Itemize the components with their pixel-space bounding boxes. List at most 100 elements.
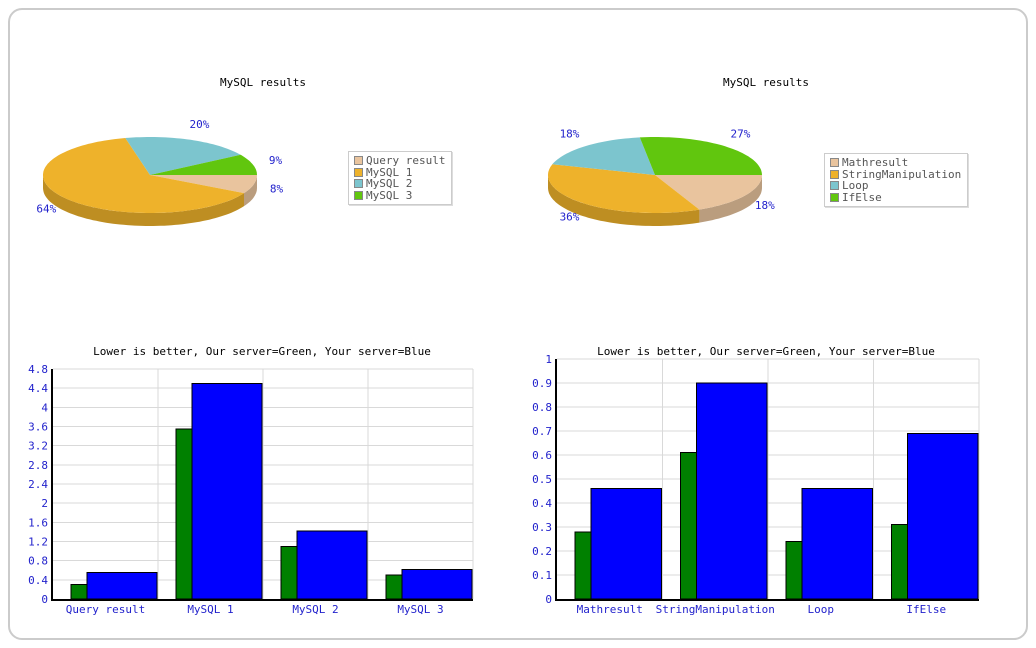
- pie-slice-side: [244, 175, 257, 207]
- y-tick-label: 4: [41, 401, 48, 414]
- pie-slice: [639, 137, 762, 175]
- legend-label: Loop: [842, 179, 869, 192]
- chart-title: Lower is better, Our server=Green, Your …: [93, 345, 431, 358]
- y-tick-label: 4.8: [28, 363, 48, 376]
- x-category-label: StringManipulation: [656, 603, 775, 616]
- bar-graphic: 0 0.4 0.8 1.2 1.6 2 2.4 2.8 3.2 3.6 4 4.4 4.8 Query r…: [28, 363, 474, 616]
- y-tick-label: 0.6: [532, 449, 552, 462]
- y-tick-label: 1: [545, 353, 552, 366]
- legend-item: MySQL 3: [354, 188, 445, 202]
- legend-swatch-icon: [830, 169, 839, 179]
- x-category-label: MySQL 3: [397, 603, 443, 616]
- y-tick-label: 0.4: [28, 574, 48, 587]
- bar-our-server: [891, 524, 908, 600]
- y-tick-label: 4.4: [28, 382, 48, 395]
- bar-our-server: [385, 574, 403, 600]
- bar-graphic: 0 0.1 0.2 0.3 0.4 0.5 0.6 0.7 0.8 0.9 1 Mathresult S…: [532, 353, 980, 616]
- pie-percent-label: 64%: [36, 202, 56, 215]
- y-tick-label: 0: [545, 593, 552, 606]
- pie-graphic: 8% 64% 20% 9%: [36, 118, 284, 226]
- legend-label: Mathresult: [842, 156, 909, 169]
- bar-your-server: [907, 432, 979, 600]
- legend: Mathresult StringManipulation Loop IfElse: [824, 153, 969, 207]
- legend-swatch-icon: [354, 190, 363, 200]
- legend-label: MySQL 3: [366, 188, 413, 202]
- legend-item: MySQL 2: [354, 178, 445, 190]
- y-tick-label: 0.5: [532, 473, 552, 486]
- legend: Query result MySQL 1 MySQL 2 MySQL 3: [348, 151, 453, 205]
- legend-swatch-icon: [830, 192, 839, 202]
- legend-label: IfElse: [842, 190, 882, 204]
- y-tick-label: 0: [41, 593, 48, 606]
- pie-percent-label: 20%: [190, 118, 210, 131]
- x-category-label: IfElse: [906, 603, 946, 616]
- pie-slice: [43, 138, 244, 213]
- bar-our-server: [70, 584, 88, 600]
- pie-slice-side: [699, 175, 762, 223]
- x-category-label: Query result: [66, 603, 145, 616]
- legend-item: Loop: [830, 180, 961, 192]
- legend-label: Query result: [366, 154, 446, 167]
- legend-item: Query result: [354, 155, 445, 167]
- pie-slice: [548, 164, 700, 213]
- pie-graphic: 18% 36% 18% 27%: [548, 127, 775, 226]
- y-tick-label: 0.9: [532, 377, 552, 390]
- bar-our-server: [574, 531, 592, 600]
- pie-percent-label: 18%: [560, 127, 580, 140]
- pie-slice: [150, 175, 257, 194]
- pie-slice-side: [548, 175, 700, 226]
- bar-our-server: [175, 428, 193, 600]
- chart-title: MySQL results: [219, 76, 307, 89]
- x-category-label: Loop: [808, 603, 835, 616]
- pie-percent-label: 27%: [731, 127, 751, 140]
- y-tick-label: 0.4: [532, 497, 552, 510]
- y-tick-label: 0.2: [532, 545, 552, 558]
- legend-item: StringManipulation: [830, 167, 962, 181]
- y-tick-label: 3.2: [28, 440, 48, 453]
- y-tick-label: 3.6: [28, 421, 48, 434]
- bar-your-server: [191, 382, 263, 600]
- pie-slice: [125, 137, 241, 175]
- pie-slice-side: [43, 175, 244, 226]
- legend-label: MySQL 1: [366, 165, 413, 179]
- pie-slice: [655, 175, 762, 210]
- chart-title: MySQL results: [722, 76, 810, 89]
- y-tick-label: 0.8: [532, 401, 552, 414]
- bar-your-server: [801, 488, 873, 600]
- y-tick-label: 0.3: [532, 521, 552, 534]
- y-tick-label: 2: [41, 497, 48, 510]
- x-category-label: Mathresult: [577, 603, 643, 616]
- y-tick-label: 0.7: [532, 425, 552, 438]
- legend-swatch-icon: [830, 181, 839, 191]
- bar-your-server: [401, 568, 473, 600]
- legend-item: Mathresult: [830, 157, 961, 169]
- y-tick-label: 2.4: [28, 478, 48, 491]
- legend-swatch-icon: [354, 179, 363, 189]
- bar-our-server: [280, 545, 298, 600]
- y-tick-label: 0.8: [28, 555, 48, 568]
- pie-percent-label: 36%: [560, 211, 580, 224]
- legend-item: MySQL 1: [354, 165, 445, 179]
- pie-slice: [150, 154, 257, 175]
- y-tick-label: 0.1: [532, 569, 552, 582]
- y-tick-label: 2.8: [28, 459, 48, 472]
- legend-swatch-icon: [354, 156, 363, 166]
- pie-slice: [552, 137, 655, 175]
- bar-your-server: [590, 488, 662, 600]
- bar-our-server: [785, 540, 803, 600]
- bar-your-server: [86, 572, 158, 600]
- chart-title: Lower is better, Our server=Green, Your …: [597, 345, 935, 358]
- legend-swatch-icon: [354, 167, 363, 177]
- pie-percent-label: 18%: [755, 199, 775, 212]
- legend-label: StringManipulation: [842, 167, 962, 181]
- y-tick-label: 1.6: [28, 516, 48, 529]
- legend-swatch-icon: [830, 158, 839, 168]
- x-category-label: MySQL 2: [292, 603, 338, 616]
- y-tick-label: 1.2: [28, 536, 48, 549]
- bar-your-server: [696, 382, 768, 600]
- legend-item: IfElse: [830, 190, 961, 204]
- bar-our-server: [680, 452, 697, 600]
- bar-your-server: [296, 530, 368, 600]
- pie-percent-label: 9%: [269, 154, 283, 167]
- legend-label: MySQL 2: [366, 177, 413, 190]
